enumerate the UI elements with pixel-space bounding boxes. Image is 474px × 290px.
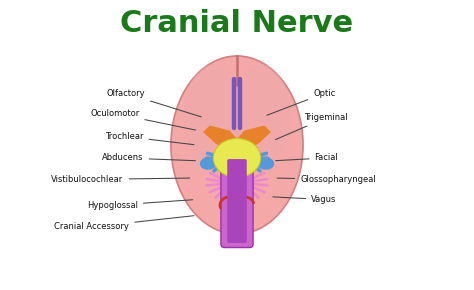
- Text: Hypoglossal: Hypoglossal: [87, 200, 192, 210]
- Text: Trigeminal: Trigeminal: [275, 113, 348, 139]
- Polygon shape: [237, 126, 271, 150]
- Text: Vagus: Vagus: [273, 195, 337, 204]
- Text: Facial: Facial: [276, 153, 338, 162]
- Text: Cranial Accessory: Cranial Accessory: [55, 216, 194, 231]
- Ellipse shape: [184, 65, 241, 168]
- Text: Abducens: Abducens: [102, 153, 195, 162]
- FancyBboxPatch shape: [221, 155, 253, 248]
- Text: Vistibulocochlear: Vistibulocochlear: [51, 175, 190, 184]
- Ellipse shape: [233, 65, 290, 168]
- FancyBboxPatch shape: [227, 159, 247, 243]
- Text: Trochlear: Trochlear: [105, 132, 194, 145]
- Text: Glossopharyngeal: Glossopharyngeal: [277, 175, 376, 184]
- Text: Olfactory: Olfactory: [107, 89, 201, 117]
- Text: Cranial Nerve: Cranial Nerve: [120, 9, 354, 38]
- Polygon shape: [203, 126, 237, 150]
- Text: Optic: Optic: [267, 89, 336, 115]
- Ellipse shape: [213, 139, 261, 177]
- Ellipse shape: [259, 158, 274, 170]
- Ellipse shape: [200, 158, 215, 170]
- Text: Oculomotor: Oculomotor: [90, 109, 195, 130]
- Ellipse shape: [171, 56, 303, 234]
